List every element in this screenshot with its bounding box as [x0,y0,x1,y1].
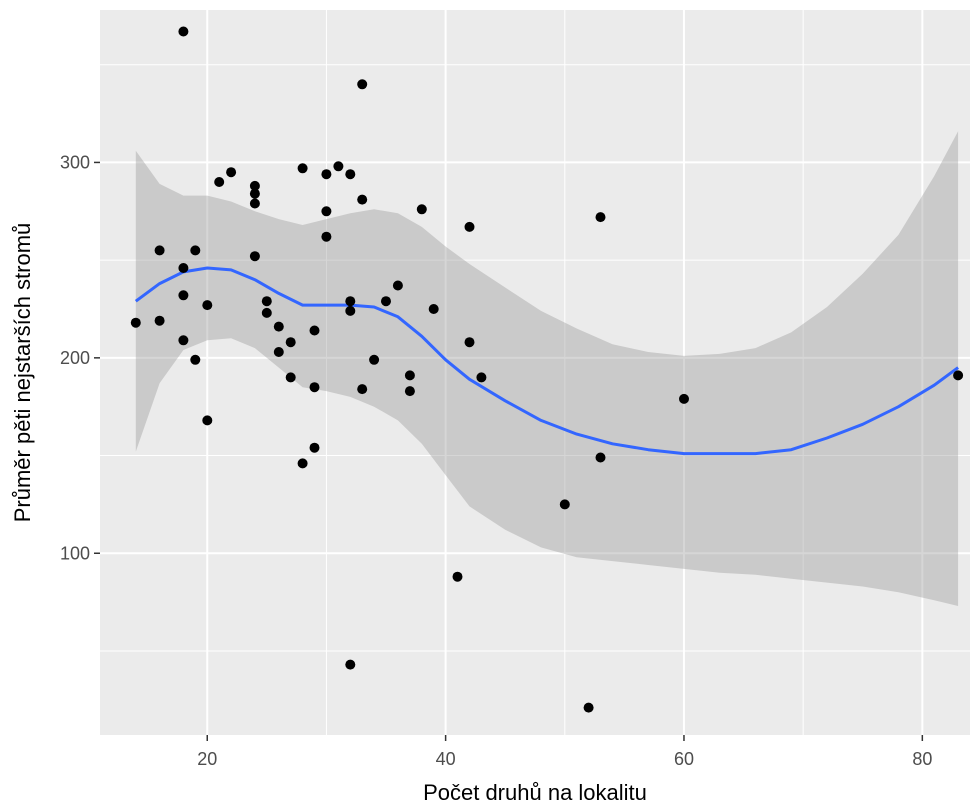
data-point [404,370,415,381]
data-point [178,263,189,273]
data-point [297,458,308,469]
confidence-band [135,131,959,606]
data-point [178,26,189,37]
data-point [321,231,332,242]
data-point [154,245,165,256]
data-point [381,296,391,307]
data-point [476,372,487,383]
data-point [261,307,272,318]
data-point [285,372,296,383]
y-axis-title: Průměr pěti nejstarších stromů [10,223,35,523]
data-point [202,415,213,426]
data-point [404,386,415,397]
data-point [249,188,260,199]
major-gridlines [100,10,970,735]
data-point [583,702,594,713]
data-point [369,354,380,365]
data-point [345,659,356,670]
data-point [309,442,320,453]
data-point [416,204,427,215]
data-point [357,384,368,395]
data-point [595,212,606,223]
data-point [249,251,260,262]
data-point [321,169,332,180]
data-point [273,347,284,357]
data-point [452,571,463,582]
x-tick-label: 60 [674,749,694,769]
data-point [190,245,201,256]
x-axis-title: Počet druhů na lokalitu [423,780,647,805]
y-tick-label: 300 [60,152,90,172]
data-point [309,325,320,336]
data-point [190,354,201,365]
data-point [464,337,475,348]
x-tick-label: 80 [912,749,932,769]
data-point [154,315,165,326]
data-point [464,221,475,232]
data-point [249,180,260,191]
data-point [679,393,689,404]
smooth-trend-line [134,266,959,456]
data-points [130,26,964,713]
data-point [321,206,332,217]
data-point [392,280,403,291]
data-point [559,499,570,510]
data-point [345,305,356,316]
data-point [953,370,964,381]
data-point [297,163,308,174]
y-tick-label: 200 [60,348,90,368]
data-point [595,452,606,463]
data-point [345,296,356,307]
y-axis-ticks: 100 200 300 [60,152,100,563]
data-point [345,169,356,180]
data-point [357,79,368,90]
data-point [249,198,260,209]
data-point [202,300,213,311]
x-tick-label: 40 [436,749,456,769]
data-point [333,161,344,172]
data-point [357,194,368,205]
minor-gridlines [100,10,970,735]
data-point [273,321,284,332]
data-point [285,337,296,348]
data-point [178,335,189,346]
plot-panel [100,10,970,735]
data-point [428,304,439,314]
x-axis-ticks: 20 40 60 80 [197,735,932,769]
y-tick-label: 100 [60,543,90,563]
data-point [309,382,320,393]
data-point [130,317,141,328]
data-point [214,177,225,187]
x-tick-label: 20 [197,749,217,769]
data-point [226,167,237,178]
data-point [178,290,189,301]
data-point [261,296,272,307]
